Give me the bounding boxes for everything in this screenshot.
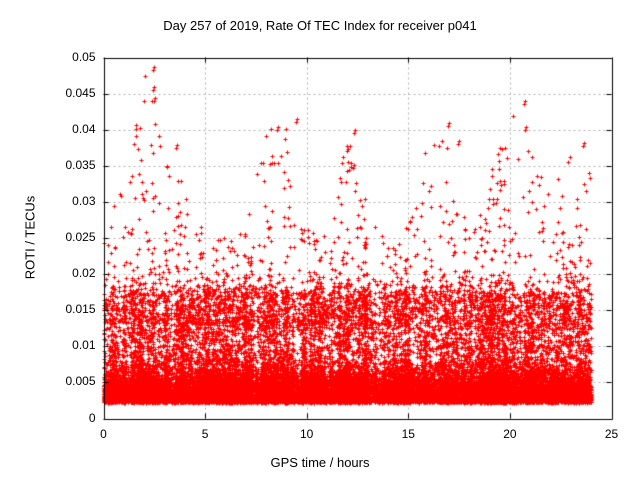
y-tick-label: 0.035: [65, 157, 96, 172]
x-tick-label: 5: [201, 426, 209, 441]
y-tick-label: 0.05: [72, 49, 96, 64]
y-tick-label: 0.045: [65, 85, 96, 100]
x-tick-label: 25: [604, 426, 619, 441]
x-axis-label: GPS time / hours: [270, 455, 370, 470]
y-tick-label: 0.005: [65, 374, 96, 389]
y-tick-label: 0.02: [72, 266, 96, 281]
y-tick-label: 0.04: [72, 121, 96, 136]
chart-title: Day 257 of 2019, Rate Of TEC Index for r…: [163, 18, 477, 33]
y-tick-label: 0.015: [65, 302, 96, 317]
y-tick-label: 0.025: [65, 230, 96, 244]
x-tick-label: 15: [401, 426, 415, 441]
x-tick-label: 0: [100, 426, 107, 441]
x-tick-label: 10: [300, 426, 314, 441]
y-tick-label: 0: [88, 410, 96, 425]
y-tick-label: 0.03: [72, 193, 96, 208]
x-tick-label: 20: [503, 426, 517, 441]
y-tick-label: 0.01: [72, 338, 96, 353]
